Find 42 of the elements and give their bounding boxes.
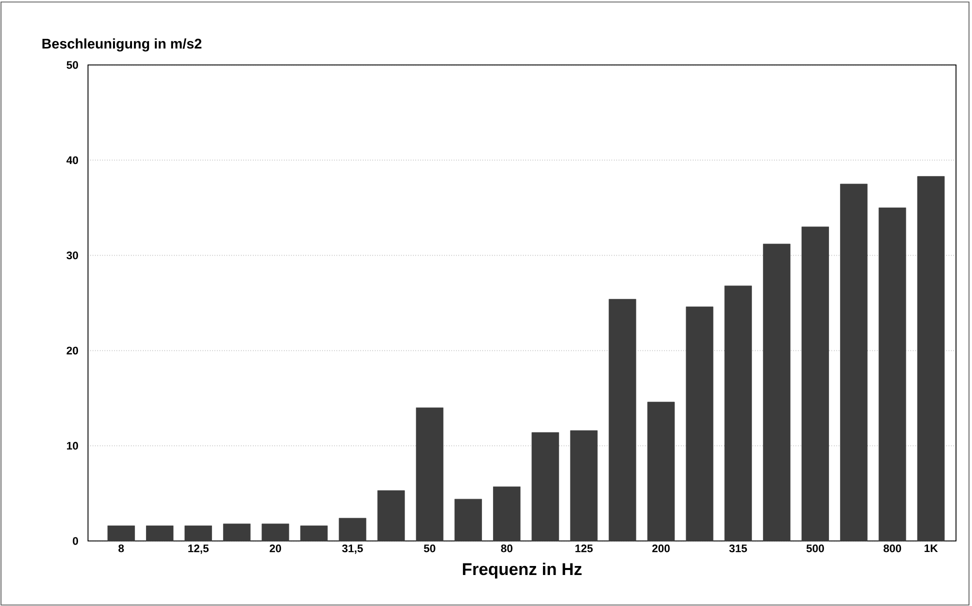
bar [917, 176, 945, 541]
bar [184, 526, 212, 541]
bar [840, 184, 868, 541]
bar [493, 486, 520, 541]
x-axis-title: Frequenz in Hz [462, 562, 582, 578]
bar [570, 430, 598, 541]
bar [763, 244, 790, 541]
x-tick-label: 50 [424, 544, 436, 552]
bar [454, 498, 482, 541]
x-tick-label: 125 [575, 544, 593, 552]
bar [338, 518, 366, 541]
bar [686, 306, 714, 541]
x-tick-label: 12,5 [188, 544, 209, 554]
bar [802, 226, 829, 541]
x-tick-label: 200 [652, 544, 670, 552]
bar [377, 490, 405, 541]
y-tick-label: 50 [66, 61, 78, 69]
bar [262, 524, 290, 541]
x-tick-label: 20 [270, 544, 282, 552]
x-tick-label: 315 [729, 544, 747, 552]
bar [300, 526, 328, 541]
x-tick-label: 500 [806, 544, 824, 552]
bar [146, 526, 174, 541]
x-tick-label: 8 [118, 544, 124, 552]
bar [724, 286, 752, 541]
bar [647, 402, 675, 541]
x-tick-label: 80 [501, 544, 512, 552]
bar [878, 208, 906, 541]
y-axis-title: Beschleunigung in m/s2 [42, 38, 202, 52]
bar [532, 432, 560, 541]
x-tick-label: 1K [924, 544, 938, 552]
x-tick-label: 800 [884, 544, 902, 552]
y-tick-label: 40 [66, 156, 78, 164]
y-tick-label: 20 [66, 346, 78, 354]
bar [416, 408, 444, 541]
y-tick-label: 0 [72, 537, 78, 545]
bar [223, 524, 251, 541]
bar [608, 298, 636, 541]
y-tick-label: 10 [66, 442, 78, 450]
x-tick-label: 31,5 [342, 544, 363, 554]
y-tick-label: 30 [66, 252, 78, 260]
bar [107, 526, 135, 541]
